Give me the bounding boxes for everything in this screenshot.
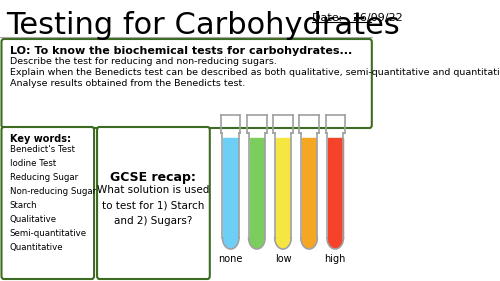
Polygon shape xyxy=(222,238,239,249)
FancyBboxPatch shape xyxy=(2,127,94,279)
Text: Iodine Test: Iodine Test xyxy=(10,159,56,168)
Text: Key words:: Key words: xyxy=(10,134,70,144)
Text: Explain when the Benedicts test can be described as both qualitative, semi-quant: Explain when the Benedicts test can be d… xyxy=(10,68,500,77)
Polygon shape xyxy=(224,138,238,238)
Polygon shape xyxy=(250,238,264,248)
Polygon shape xyxy=(222,133,239,238)
Polygon shape xyxy=(248,238,265,249)
Polygon shape xyxy=(274,238,291,249)
Polygon shape xyxy=(302,238,316,248)
Polygon shape xyxy=(248,133,265,238)
Text: Reducing Sugar: Reducing Sugar xyxy=(10,173,78,182)
Text: none: none xyxy=(218,254,243,264)
Polygon shape xyxy=(328,238,342,248)
Text: low: low xyxy=(274,254,291,264)
Text: Testing for Carbohydrates: Testing for Carbohydrates xyxy=(6,11,400,40)
Polygon shape xyxy=(224,238,238,248)
Text: Benedict's Test: Benedict's Test xyxy=(10,145,74,154)
Text: LO: To know the biochemical tests for carbohydrates...: LO: To know the biochemical tests for ca… xyxy=(10,46,352,56)
Text: Date:   26/09/22: Date: 26/09/22 xyxy=(312,13,403,23)
Polygon shape xyxy=(328,138,342,238)
Polygon shape xyxy=(274,133,291,238)
Text: Starch: Starch xyxy=(10,201,38,210)
Text: Semi-quantitative: Semi-quantitative xyxy=(10,229,87,238)
Polygon shape xyxy=(276,138,290,238)
Polygon shape xyxy=(301,238,318,249)
Text: Analyse results obtained from the Benedicts test.: Analyse results obtained from the Benedi… xyxy=(10,79,245,88)
Text: Qualitative: Qualitative xyxy=(10,215,57,224)
Polygon shape xyxy=(327,133,344,238)
Text: Quantitative: Quantitative xyxy=(10,243,64,252)
FancyBboxPatch shape xyxy=(2,39,372,128)
Text: high: high xyxy=(324,254,346,264)
Polygon shape xyxy=(276,238,290,248)
Text: Describe the test for reducing and non-reducing sugars.: Describe the test for reducing and non-r… xyxy=(10,57,276,66)
Polygon shape xyxy=(301,133,318,238)
Text: What solution is used
to test for 1) Starch
and 2) Sugars?: What solution is used to test for 1) Sta… xyxy=(97,185,209,226)
FancyBboxPatch shape xyxy=(97,127,210,279)
Text: Non-reducing Sugar: Non-reducing Sugar xyxy=(10,187,96,196)
Polygon shape xyxy=(327,238,344,249)
Text: GCSE recap:: GCSE recap: xyxy=(110,171,196,184)
Polygon shape xyxy=(302,138,316,238)
Polygon shape xyxy=(250,138,264,238)
